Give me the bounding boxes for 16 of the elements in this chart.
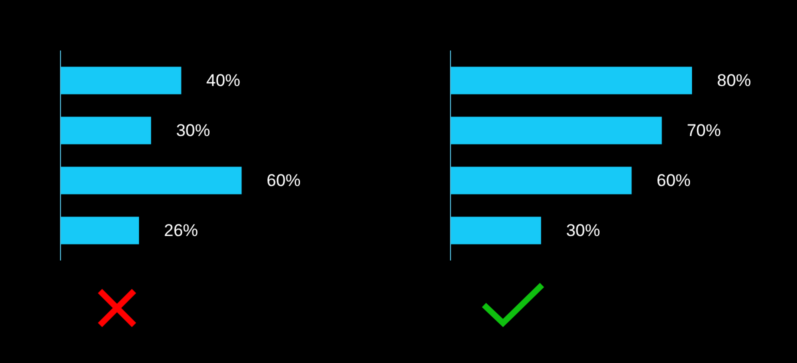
bar — [60, 216, 139, 244]
bar — [60, 66, 182, 94]
bar — [450, 116, 662, 144]
bar — [60, 166, 242, 194]
data-label: 60% — [266, 171, 301, 190]
bar — [60, 116, 152, 144]
bar — [450, 216, 542, 244]
data-label: 60% — [656, 171, 691, 190]
data-label: 80% — [717, 71, 752, 90]
data-label: 26% — [164, 221, 198, 240]
data-label: 40% — [206, 71, 240, 90]
data-label: 70% — [686, 121, 721, 140]
data-label: 30% — [566, 221, 600, 240]
bar — [450, 166, 632, 194]
bar — [450, 66, 692, 94]
data-label: 30% — [176, 121, 210, 140]
